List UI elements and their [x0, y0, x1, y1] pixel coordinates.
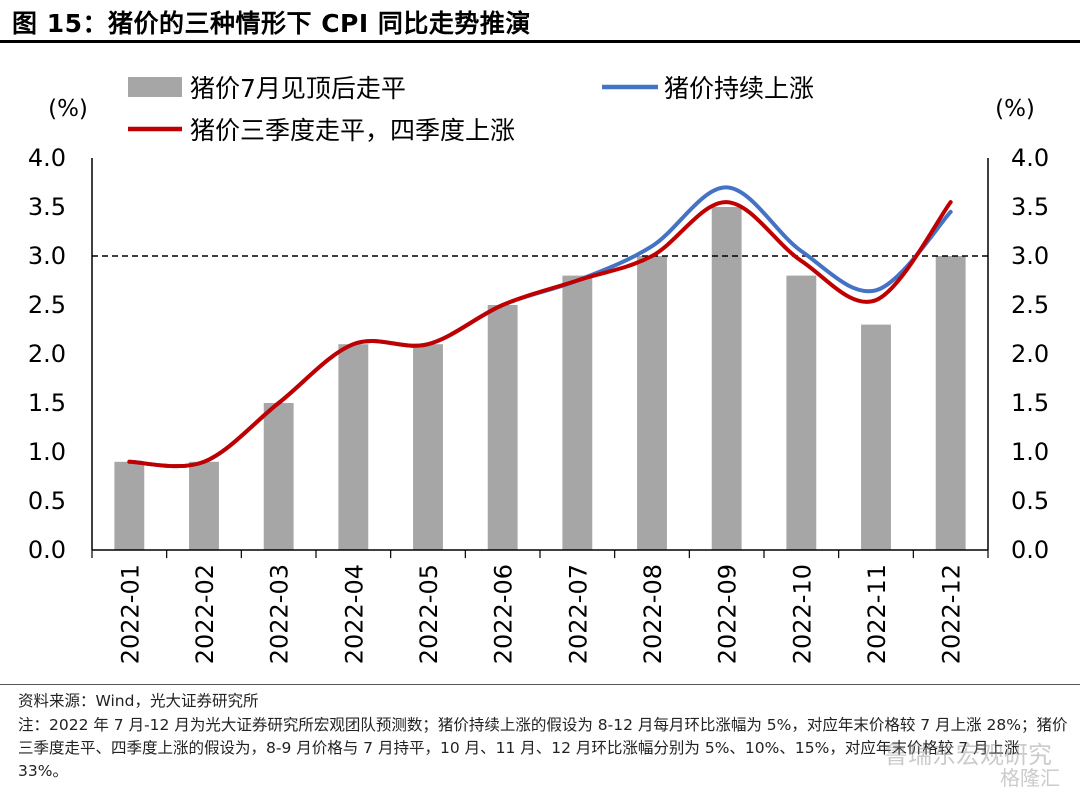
y-tick-label-right: 3.0 [1011, 242, 1049, 270]
y-tick-label-left: 3.0 [28, 242, 66, 270]
axes [91, 158, 989, 558]
bar-2022-09 [711, 207, 742, 550]
bar-2022-05 [413, 344, 443, 550]
watermark: 鲁瑞东宏观研究 [884, 741, 1052, 769]
x-tick-label-2022-11: 2022-11 [863, 564, 891, 664]
bar-2022-01 [114, 461, 145, 550]
x-tick-label-2022-08: 2022-08 [639, 564, 667, 664]
bar-2022-02 [189, 461, 219, 550]
bar-2022-07 [562, 275, 593, 550]
y-tick-label-right: 0.5 [1011, 487, 1049, 515]
x-tick-label-2022-01: 2022-01 [116, 564, 144, 664]
x-tick-label-2022-10: 2022-10 [788, 564, 816, 664]
footer-rule [0, 684, 1080, 685]
bar-2022-11 [861, 324, 891, 550]
legend-label-1: 猪价7月见顶后走平 [190, 74, 406, 103]
y-axis-left-unit: (%) [48, 96, 88, 122]
x-tick-label-2022-09: 2022-09 [714, 564, 742, 664]
legend-swatch-1 [128, 77, 182, 97]
watermark-2: 格隆汇 [1000, 766, 1060, 790]
bar-2022-04 [338, 344, 369, 550]
bar-2022-10 [786, 275, 817, 550]
x-tick-label-2022-12: 2022-12 [938, 564, 966, 664]
y-tick-label-right: 2.5 [1011, 291, 1049, 319]
y-tick-label-left: 1.5 [28, 389, 66, 417]
tick-labels: 0.0 0.0 0.5 0.5 1.0 1.0 1.5 1.5 2.0 2.0 2.5 2.5 3.0 3… [28, 144, 1049, 664]
y-tick-label-left: 0.0 [28, 536, 66, 564]
x-tick-label-2022-07: 2022-07 [564, 564, 592, 664]
source-text: 资料来源：Wind，光大证券研究所 [18, 692, 259, 710]
bar-2022-08 [637, 256, 667, 550]
y-tick-label-left: 1.0 [28, 438, 66, 466]
bar-2022-03 [263, 403, 294, 550]
bars [114, 207, 966, 550]
y-tick-label-left: 4.0 [28, 144, 66, 172]
y-axis-right-unit: (%) [995, 96, 1035, 122]
title-rule [0, 40, 1080, 43]
y-tick-label-right: 3.5 [1011, 193, 1049, 221]
line-series-2 [127, 200, 953, 469]
y-tick-label-left: 2.5 [28, 291, 66, 319]
y-tick-label-right: 1.0 [1011, 438, 1049, 466]
bar-2022-06 [487, 305, 518, 550]
y-tick-label-left: 0.5 [28, 487, 66, 515]
y-tick-label-right: 1.5 [1011, 389, 1049, 417]
y-tick-label-right: 0.0 [1011, 536, 1049, 564]
series-lines [127, 185, 953, 469]
x-tick-label-2022-03: 2022-03 [266, 564, 294, 664]
x-tick-label-2022-05: 2022-05 [415, 564, 443, 664]
legend-label-3: 猪价三季度走平，四季度上涨 [190, 116, 515, 145]
y-tick-label-left: 2.0 [28, 340, 66, 368]
chart-title: 图 15：猪价的三种情形下 CPI 同比走势推演 [12, 9, 531, 38]
x-tick-label-2022-02: 2022-02 [191, 564, 219, 664]
x-tick-label-2022-04: 2022-04 [340, 564, 368, 664]
bar-2022-12 [935, 256, 966, 550]
legend-label-2: 猪价持续上涨 [664, 74, 814, 103]
note-text: 注：2022 年 7 月-12 月为光大证券研究所宏观团队预测数；猪价持续上涨的… [18, 716, 1068, 780]
x-tick-label-2022-06: 2022-06 [490, 564, 518, 664]
y-tick-label-right: 2.0 [1011, 340, 1049, 368]
y-tick-label-right: 4.0 [1011, 144, 1049, 172]
y-tick-label-left: 3.5 [28, 193, 66, 221]
